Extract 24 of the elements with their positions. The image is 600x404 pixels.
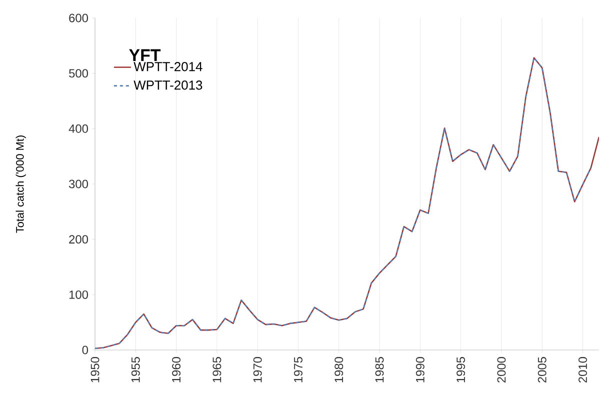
y-tick-label: 0: [82, 346, 88, 354]
x-tick-label: 2005: [538, 357, 546, 383]
x-tick-label: 1995: [456, 357, 466, 382]
legend-title: YFT: [129, 49, 161, 61]
x-tick-label: 1990: [416, 356, 424, 382]
y-tick-label: 300: [68, 180, 88, 188]
x-tick-label: 1980: [334, 356, 344, 382]
x-tick-label: 1975: [294, 357, 302, 382]
x-tick-label: 1965: [212, 357, 222, 382]
legend-label: WPTT-2014: [134, 62, 202, 72]
x-tick-label: 1950: [90, 356, 100, 382]
x-tick-label: 2010: [578, 356, 587, 383]
x-tick-label: 1955: [131, 357, 140, 382]
y-tick-label: 400: [68, 124, 88, 133]
x-tick-label: 1985: [375, 357, 384, 382]
y-tick-label: 600: [69, 14, 88, 22]
legend-label: WPTT-2013: [134, 80, 202, 90]
y-tick-label: 100: [69, 290, 88, 299]
y-axis-title: Total catch ('000 Mt): [16, 136, 26, 233]
x-tick-label: 2000: [497, 356, 506, 383]
y-tick-label: 500: [69, 69, 88, 78]
y-tick-label: 200: [69, 235, 88, 244]
x-tick-label: 1970: [253, 356, 262, 382]
x-tick-label: 1960: [172, 356, 181, 382]
